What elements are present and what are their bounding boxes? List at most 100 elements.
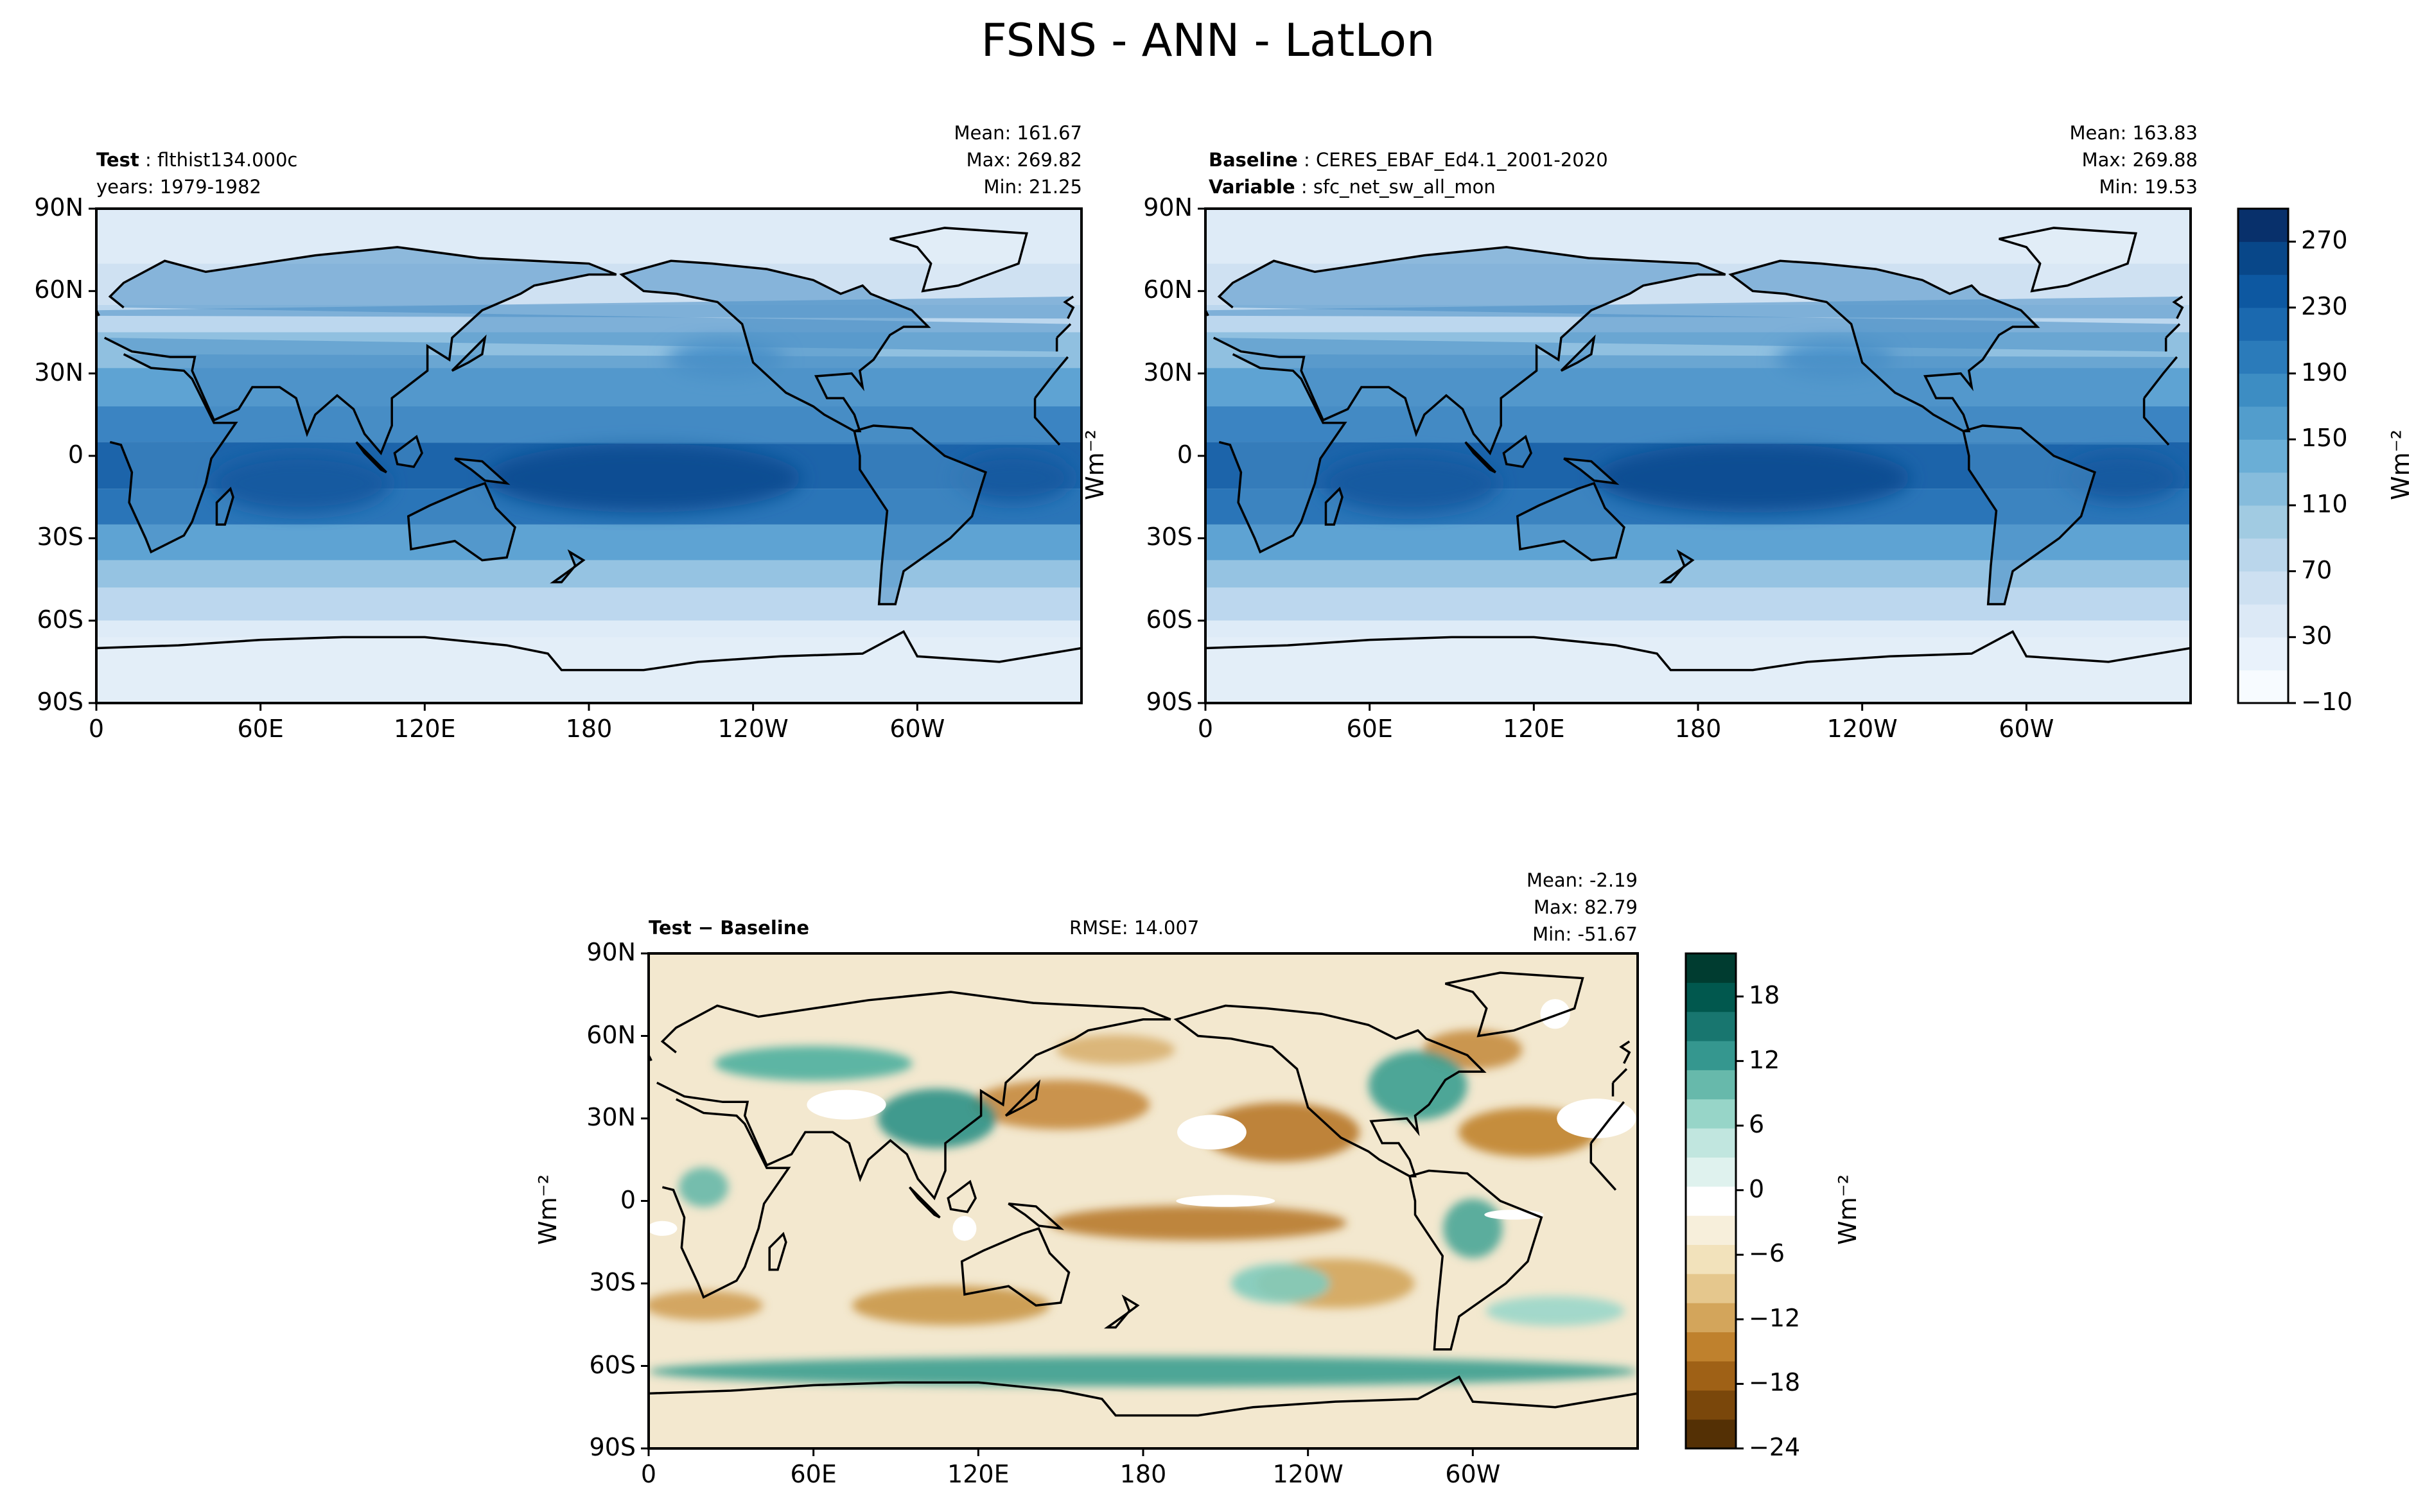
diff-colorbar-tick-label-6: −18	[1749, 1368, 1801, 1397]
baseline-map-coast-eurasia-2	[2165, 323, 2181, 339]
baseline-map-coast-madagascar	[1324, 487, 1344, 526]
baseline-map-landtint-greenland	[1999, 227, 2136, 291]
diff-map-coast-australia	[960, 1227, 1071, 1307]
baseline-map-landtint-samerica	[1963, 425, 2095, 604]
test-map-xtick-label-3: 180	[565, 715, 613, 743]
diff-colorbar-swatch-9	[1686, 1157, 1736, 1187]
test-map-coast-madagascar	[215, 487, 234, 526]
test-map-landtint-nz	[553, 552, 584, 582]
diff-colorbar-swatch-5	[1686, 1273, 1736, 1303]
diff-map-blob-0	[972, 1080, 1150, 1130]
test-min: Min: 21.25	[983, 176, 1082, 198]
test-map-xtick-label-1: 60E	[237, 715, 284, 743]
test-map-ytick-label-1: 60N	[34, 275, 83, 304]
top-colorbar-swatch-1	[2238, 637, 2288, 671]
diff-map-ytick-label-3: 0	[620, 1185, 636, 1214]
diff-map-coast-antarctica	[649, 1375, 1638, 1448]
baseline-map-band-10	[1205, 587, 2191, 621]
diff-colorbar-tick-label-2: 6	[1749, 1110, 1765, 1139]
diff-map-coast-greenland	[1445, 971, 1584, 1038]
baseline-header: Baseline : CERES_EBAF_Ed4.1_2001-2020	[1209, 149, 1608, 171]
diff-colorbar-swatch-2	[1686, 1360, 1736, 1391]
test-map-landtint-samerica	[854, 425, 986, 604]
test-map-xtick-label-0: 0	[88, 715, 105, 743]
diff-map-xtick-label-0: 0	[640, 1460, 657, 1488]
diff-map-ytick-label-6: 90S	[589, 1433, 636, 1461]
diff-map-blob-16	[1485, 1296, 1625, 1326]
baseline-variable-key: Variable	[1209, 176, 1295, 198]
baseline-variable-value: sfc_net_sw_all_mon	[1313, 176, 1496, 198]
diff-colorbar-swatch-16	[1686, 953, 1736, 983]
top-colorbar-label: Wm⁻²	[2386, 430, 2415, 500]
baseline-map-coast-eurasia-1	[1212, 246, 1726, 456]
baseline-map-ytick-label-0: 90N	[1143, 193, 1193, 222]
diff-colorbar-swatch-1	[1686, 1390, 1736, 1420]
diff-map-xtick-label-2: 120E	[947, 1460, 1010, 1488]
test-map-band-9	[96, 560, 1081, 588]
top-colorbar-swatch-0	[2238, 670, 2288, 704]
baseline-map-coast-antarctica	[1205, 630, 2191, 703]
diff-map-blob-9	[649, 1356, 1638, 1387]
diff-colorbar-frame	[1685, 952, 1737, 1450]
baseline-map-coast-samerica	[1962, 424, 2097, 605]
top-colorbar-frame	[2237, 207, 2289, 704]
test-map-field	[96, 209, 1081, 703]
baseline-map-patch-atl	[2063, 453, 2182, 503]
test-map-coast-namerica	[619, 259, 931, 433]
baseline-units-label: Wm⁻²	[1080, 430, 1109, 500]
test-map-coast-uk-2	[1063, 295, 1075, 319]
diff-colorbar-swatch-14	[1686, 1011, 1736, 1041]
test-header-key: Test	[96, 149, 139, 171]
baseline-map-landtint-borneo	[1503, 437, 1532, 467]
diff-map-blob-11	[1368, 1050, 1467, 1120]
test-mean: Mean: 161.67	[954, 122, 1082, 144]
top-colorbar-tick-label-6: 30	[2301, 621, 2333, 650]
diff-map-blob-6	[649, 1290, 763, 1321]
top-colorbar-tick-label-7: −10	[2301, 688, 2353, 716]
diff-header: Test − Baseline	[649, 914, 809, 941]
diff-map-ytick-label-0: 90N	[586, 938, 636, 966]
diff-map-coast-eurasia-1	[656, 991, 1171, 1201]
test-map-ytick-label-4: 30S	[37, 523, 83, 552]
test-map-patches	[213, 340, 1072, 513]
test-map-coast-antarctica	[96, 630, 1081, 703]
diff-map-zero-1	[1557, 1099, 1636, 1138]
baseline-map-ytick-label-3: 0	[1177, 440, 1193, 469]
test-map-coast-australia	[407, 482, 516, 562]
diff-colorbar-swatch-10	[1686, 1128, 1736, 1158]
test-map-coast-japan	[451, 334, 487, 372]
top-colorbar-swatch-5	[2238, 505, 2288, 539]
test-max: Max: 269.82	[966, 149, 1082, 171]
diff-map-coast-namerica	[1173, 1004, 1487, 1177]
diff-map-blob-13	[1230, 1264, 1330, 1303]
diff-colorbar-swatch-8	[1686, 1186, 1736, 1216]
test-header: Test : flthist134.000c	[96, 149, 298, 171]
baseline-mean: Mean: 163.83	[2069, 122, 2198, 144]
baseline-map-landtint-uk	[1205, 296, 2183, 319]
diff-colorbar-swatch-15	[1686, 982, 1736, 1012]
test-map-landtint-greenland	[889, 227, 1027, 291]
test-stats: Mean: 161.67 Max: 269.82 Min: 21.25	[954, 119, 1082, 200]
baseline-map-ytick-label-4: 30S	[1146, 523, 1193, 552]
top-colorbar-swatch-14	[2238, 209, 2288, 242]
baseline-map-coast-namerica	[1728, 259, 2040, 433]
top-colorbar-swatch-12	[2238, 274, 2288, 308]
diff-colorbar-swatch-0	[1686, 1419, 1736, 1449]
diff-map-coast-africa-0	[1589, 1101, 1625, 1144]
diff-map-zero-0	[1177, 1115, 1247, 1150]
diff-map-ytick-label-5: 60S	[589, 1350, 636, 1379]
diff-map-ytick-label-2: 30N	[586, 1103, 636, 1131]
top-colorbar-tick-label-4: 110	[2301, 490, 2348, 518]
baseline-map-coast-australia	[1516, 482, 1625, 562]
baseline-map-coast-africa-0	[2143, 356, 2178, 399]
top-colorbar-tick-label-1: 230	[2301, 292, 2348, 320]
baseline-map-patch-epac	[1595, 443, 1911, 513]
diff-colorbar-tick-label-1: 12	[1749, 1045, 1780, 1074]
test-map-ytick-label-6: 90S	[37, 688, 83, 716]
diff-rmse: RMSE: 14.007	[1069, 917, 1200, 939]
diff-map-blob-10	[714, 1046, 913, 1081]
baseline-max: Max: 269.88	[2081, 149, 2198, 171]
baseline-map-coast-sumatra	[1464, 441, 1496, 474]
diff-map-coast-samerica	[1408, 1169, 1543, 1351]
baseline-map-xtick-label-1: 60E	[1346, 715, 1393, 743]
